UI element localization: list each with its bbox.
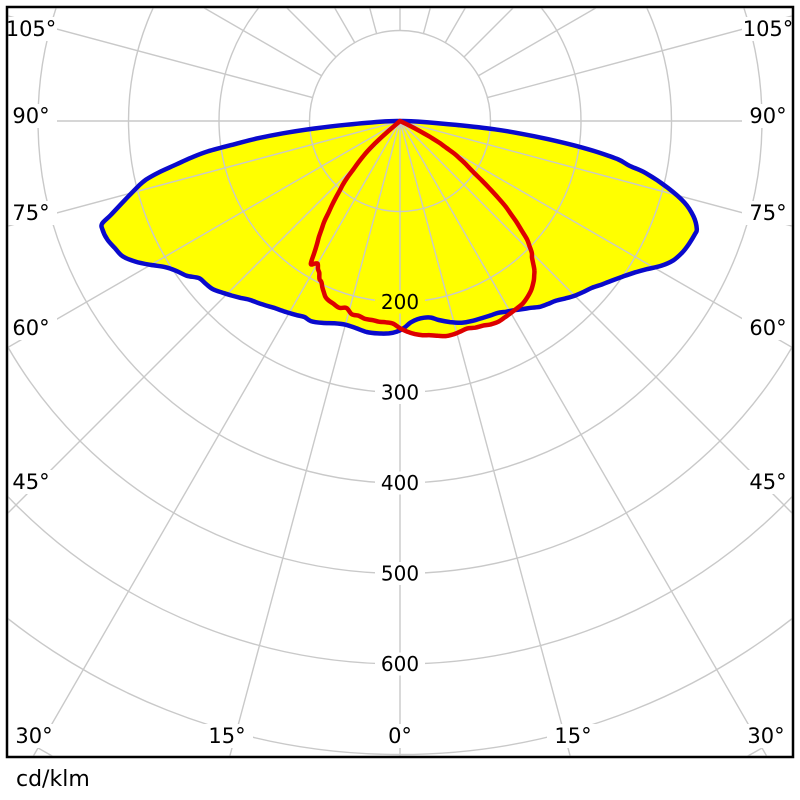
angle-label-bg — [742, 104, 792, 128]
angle-tick-label: 15° — [554, 724, 591, 748]
angle-tick-label: 90° — [12, 104, 49, 128]
angle-tick-label: 90° — [749, 104, 786, 128]
angle-label-bg — [740, 724, 792, 748]
radial-tick-label: 200 — [381, 290, 419, 314]
polar-grid-spoke — [422, 8, 431, 34]
red-curve-fill — [310, 121, 535, 337]
polar-grid-spoke — [399, 120, 768, 756]
radial-label-bg — [375, 652, 425, 676]
polar-grid-spoke — [399, 120, 571, 756]
angle-label-bg — [547, 724, 599, 748]
polar-grid-spoke — [229, 120, 401, 756]
radial-tick-label: 600 — [381, 652, 419, 676]
chart-frame — [5, 5, 795, 759]
polar-grid-spoke — [32, 120, 401, 756]
radial-label-bg — [375, 471, 425, 495]
angle-label-bg — [374, 724, 426, 748]
polar-grid-spoke — [487, 15, 792, 99]
polar-grid-spoke — [8, 120, 401, 514]
angle-label-bg — [201, 724, 253, 748]
angle-tick-label: 75° — [749, 201, 786, 225]
radial-label-bg — [375, 290, 425, 314]
angle-label-bg — [8, 316, 57, 340]
angle-label-bg — [8, 470, 57, 494]
angle-tick-label: 15° — [208, 724, 245, 748]
angle-tick-label: 105° — [743, 17, 794, 41]
angle-tick-label: 75° — [12, 201, 49, 225]
polar-grid-spoke — [399, 120, 792, 227]
radial-tick-label: 300 — [381, 381, 419, 405]
angle-label-bg — [742, 201, 792, 225]
angle-tick-label: 30° — [15, 724, 52, 748]
angle-tick-label: 45° — [12, 470, 49, 494]
angle-tick-label: 60° — [12, 316, 49, 340]
angle-tick-label: 60° — [749, 316, 786, 340]
radial-tick-label: 500 — [381, 562, 419, 586]
angle-label-bg — [8, 104, 57, 128]
angle-tick-label: 30° — [747, 724, 784, 748]
radial-label-bg — [375, 381, 425, 404]
angle-tick-label: 45° — [749, 470, 786, 494]
red-curve — [308, 118, 537, 339]
angle-label-bg — [742, 17, 792, 41]
radial-tick-label: 400 — [381, 471, 419, 495]
angle-tick-label: 105° — [6, 17, 57, 41]
polar-grid-spoke — [8, 120, 401, 227]
angle-tick-label: 0° — [388, 724, 412, 748]
angle-label-bg — [742, 470, 792, 494]
polar-grid-spoke — [8, 15, 313, 99]
angle-label-bg — [8, 17, 57, 41]
angle-label-bg — [742, 316, 792, 340]
angle-label-bg — [8, 724, 60, 748]
radial-label-bg — [375, 562, 425, 585]
units-label: cd/klm — [16, 767, 90, 792]
angle-label-bg — [8, 201, 57, 225]
polar-grid-spoke — [399, 120, 792, 348]
polar-grid-spoke — [8, 120, 401, 348]
polar-grid-spoke — [369, 8, 378, 34]
